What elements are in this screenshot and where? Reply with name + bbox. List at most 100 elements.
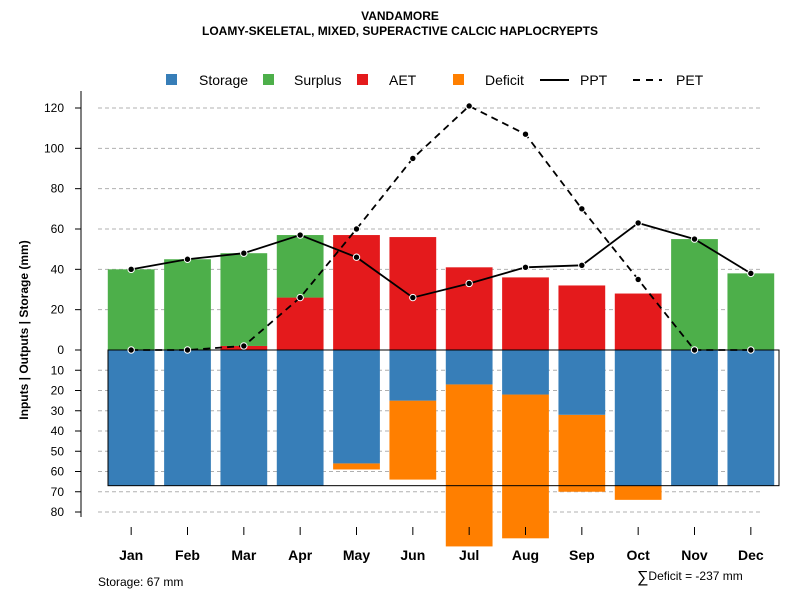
- ppt-point: [183, 255, 192, 263]
- y-tick-label: 40: [51, 424, 65, 438]
- y-tick-label: 40: [51, 262, 65, 276]
- x-tick-label: Jan: [119, 547, 143, 563]
- deficit-note: ∑Deficit = -237 mm: [637, 569, 743, 587]
- sum-symbol: ∑: [637, 569, 649, 586]
- pet-point: [352, 225, 361, 233]
- deficit-bar: [558, 414, 606, 492]
- y-tick-label: 80: [51, 182, 65, 196]
- ppt-point: [409, 293, 417, 302]
- y-tick-label: 60: [51, 222, 65, 236]
- x-tick-label: Dec: [738, 547, 764, 563]
- aet-bar: [333, 235, 380, 350]
- pet-point: [127, 346, 135, 354]
- aet-bar: [445, 267, 493, 350]
- legend-label-surplus: Surplus: [294, 72, 341, 88]
- deficit-total: Deficit = -237 mm: [648, 569, 743, 583]
- x-tick-label: Apr: [288, 547, 313, 563]
- y-tick-label: 20: [51, 384, 65, 398]
- legend-swatch-storage: [166, 74, 177, 85]
- deficit-bar: [389, 400, 437, 480]
- surplus-bar: [220, 253, 268, 346]
- ppt-point: [521, 263, 530, 272]
- pet-point: [747, 346, 755, 354]
- y-tick-label: 100: [44, 141, 64, 155]
- aet-bar: [276, 297, 324, 350]
- deficit-bar: [502, 394, 549, 539]
- pet-point: [409, 154, 417, 163]
- ppt-point: [127, 265, 135, 274]
- x-tick-label: Nov: [681, 547, 708, 563]
- x-tick-label: Jul: [459, 547, 479, 563]
- legend-label-aet: AET: [389, 72, 417, 88]
- deficit-bar: [614, 485, 662, 500]
- x-tick-label: Aug: [512, 547, 539, 563]
- pet-point: [465, 102, 473, 110]
- ppt-point: [747, 269, 755, 278]
- pet-point: [634, 275, 642, 284]
- storage-bar: [502, 350, 549, 395]
- legend-swatch-aet: [357, 74, 368, 85]
- legend-label-pet: PET: [676, 72, 704, 88]
- storage-bar: [276, 350, 324, 486]
- storage-bar: [389, 350, 437, 401]
- pet-point: [296, 293, 304, 302]
- storage-bar: [164, 350, 211, 486]
- y-tick-label: 60: [51, 465, 65, 479]
- surplus-bar: [671, 239, 718, 350]
- y-tick-label: 0: [57, 343, 64, 357]
- deficit-bar: [445, 384, 493, 547]
- ppt-point: [634, 219, 642, 227]
- x-tick-label: Jun: [400, 547, 425, 563]
- pet-point: [240, 342, 248, 350]
- pet-point: [521, 130, 530, 138]
- storage-bar: [445, 350, 493, 385]
- y-axis-label: Inputs | Outputs | Storage (mm): [17, 240, 31, 419]
- surplus-bar: [276, 235, 324, 298]
- surplus-bar: [727, 273, 775, 350]
- legend-label-ppt: PPT: [580, 72, 608, 88]
- y-tick-label: 30: [51, 404, 65, 418]
- ppt-point: [690, 235, 699, 243]
- storage-bar: [558, 350, 606, 415]
- storage-bar: [614, 350, 662, 486]
- ppt-line: [131, 221, 752, 299]
- y-tick-label: 80: [51, 505, 65, 519]
- legend-label-storage: Storage: [199, 72, 248, 88]
- ppt-point: [240, 249, 248, 257]
- ppt-point: [465, 279, 473, 288]
- aet-bar: [502, 277, 549, 350]
- surplus-bar: [107, 269, 155, 350]
- y-tick-label: 20: [51, 303, 65, 317]
- aet-bar: [558, 285, 606, 350]
- ppt-point: [578, 261, 586, 269]
- y-tick-label: 70: [51, 485, 65, 499]
- deficit-bar: [333, 463, 380, 470]
- pet-point: [578, 205, 586, 213]
- y-tick-label: 10: [51, 363, 65, 377]
- pet-point: [183, 346, 192, 354]
- legend-swatch-deficit: [453, 74, 464, 85]
- ppt-point: [296, 231, 304, 239]
- storage-bar: [220, 350, 268, 486]
- chart-title: VANDAMORE: [361, 9, 439, 23]
- ppt-point: [352, 253, 361, 261]
- x-tick-label: Mar: [231, 547, 256, 563]
- y-tick-label: 50: [51, 444, 65, 458]
- storage-bar: [671, 350, 718, 486]
- pet-point: [690, 346, 699, 354]
- storage-capacity-box: [107, 349, 780, 487]
- x-tick-label: Oct: [626, 547, 650, 563]
- storage-bar: [727, 350, 775, 486]
- storage-bar: [333, 350, 380, 464]
- x-tick-label: Feb: [175, 547, 200, 563]
- chart-subtitle: LOAMY-SKELETAL, MIXED, SUPERACTIVE CALCI…: [201, 24, 599, 38]
- y-tick-label: 120: [44, 101, 64, 115]
- aet-bar: [614, 293, 662, 350]
- surplus-bar: [164, 259, 211, 350]
- x-tick-label: Sep: [569, 547, 595, 563]
- storage-note: Storage: 67 mm: [98, 575, 184, 589]
- x-tick-label: May: [343, 547, 370, 563]
- legend-label-deficit: Deficit: [485, 72, 524, 88]
- legend-swatch-surplus: [263, 74, 274, 85]
